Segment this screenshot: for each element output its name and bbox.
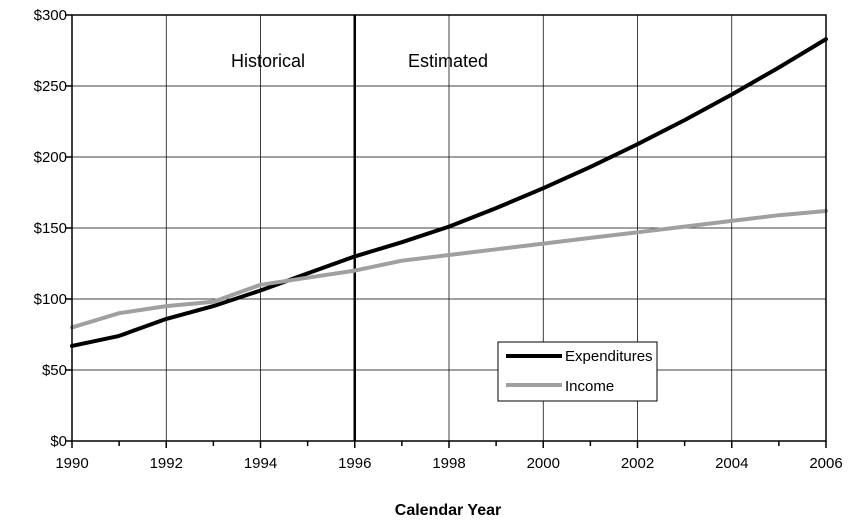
series-line-income [70,209,828,330]
y-tick-label: $300 [34,7,67,24]
y-tick-label: $50 [42,362,67,379]
y-tick-labels: $0 $50 $100 $150 $200 $250 $300 [34,7,67,450]
y-tick-label: $250 [34,78,67,95]
legend-label-income: Income [565,378,614,395]
y-tick-label: $200 [34,149,67,166]
legend-label-expenditures: Expenditures [565,348,653,365]
x-tick-label: 2006 [809,455,842,472]
x-tick-labels: 1990 1992 1994 1996 1998 2000 2002 2004 2006 [55,455,842,472]
x-tick-label: 1990 [55,455,88,472]
y-tick-label: $100 [34,291,67,308]
y-tick-label: $150 [34,220,67,237]
series-line-expenditures [70,37,828,348]
x-tick-label: 1994 [244,455,277,472]
x-tick-label: 2000 [527,455,560,472]
axis-ticks [65,14,827,448]
region-label-estimated: Estimated [408,51,488,71]
legend: Expenditures Income [497,341,658,402]
x-tick-label: 1998 [432,455,465,472]
x-axis-title: Calendar Year [395,502,501,519]
y-tick-label: $0 [50,433,67,450]
x-tick-label: 2004 [715,455,748,472]
x-tick-label: 1992 [150,455,183,472]
region-label-historical: Historical [231,51,305,71]
series-lines [70,37,828,348]
x-tick-label: 2002 [621,455,654,472]
legend-box [497,341,658,402]
x-tick-label: 1996 [338,455,371,472]
